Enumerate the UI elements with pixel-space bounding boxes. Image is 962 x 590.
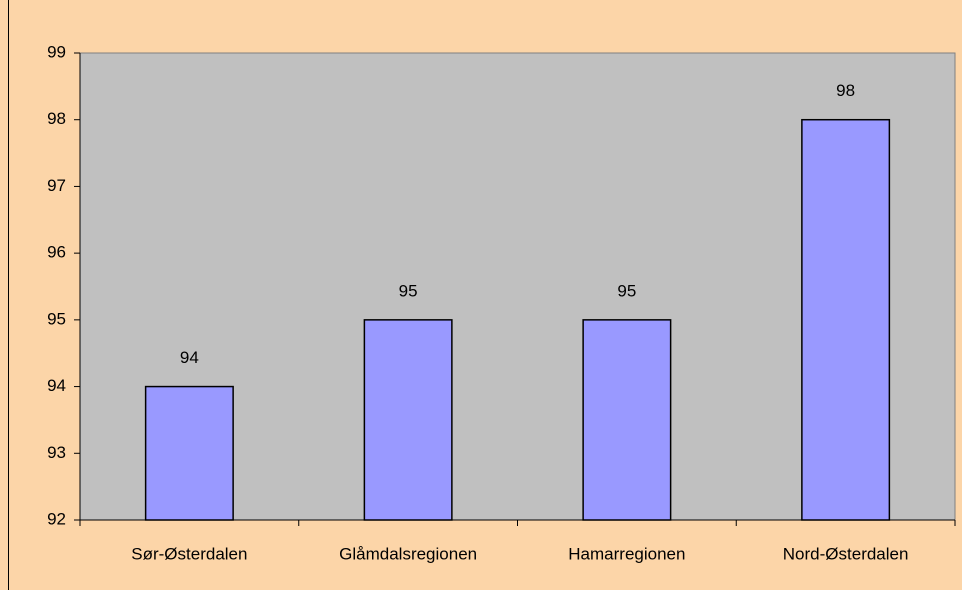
- y-tick-label: 93: [47, 443, 66, 462]
- bar: [363, 319, 453, 521]
- x-tick-label: Hamarregionen: [568, 544, 685, 563]
- y-tick-label: 98: [47, 109, 66, 128]
- y-tick-label: 97: [47, 176, 66, 195]
- data-label: 98: [836, 81, 855, 100]
- x-tick-label: Sør-Østerdalen: [131, 544, 247, 563]
- data-label: 95: [399, 281, 418, 300]
- bar: [144, 385, 234, 521]
- y-tick-label: 96: [47, 243, 66, 262]
- y-tick-label: 95: [47, 309, 66, 328]
- x-tick-label: Glåmdalsregionen: [339, 544, 477, 563]
- bar: [801, 118, 891, 521]
- y-tick-label: 92: [47, 509, 66, 528]
- y-tick-label: 99: [47, 42, 66, 61]
- data-label: 95: [617, 281, 636, 300]
- data-label: 94: [180, 348, 199, 367]
- x-tick-label: Nord-Østerdalen: [783, 544, 909, 563]
- bar: [582, 319, 672, 521]
- y-tick-label: 94: [47, 376, 66, 395]
